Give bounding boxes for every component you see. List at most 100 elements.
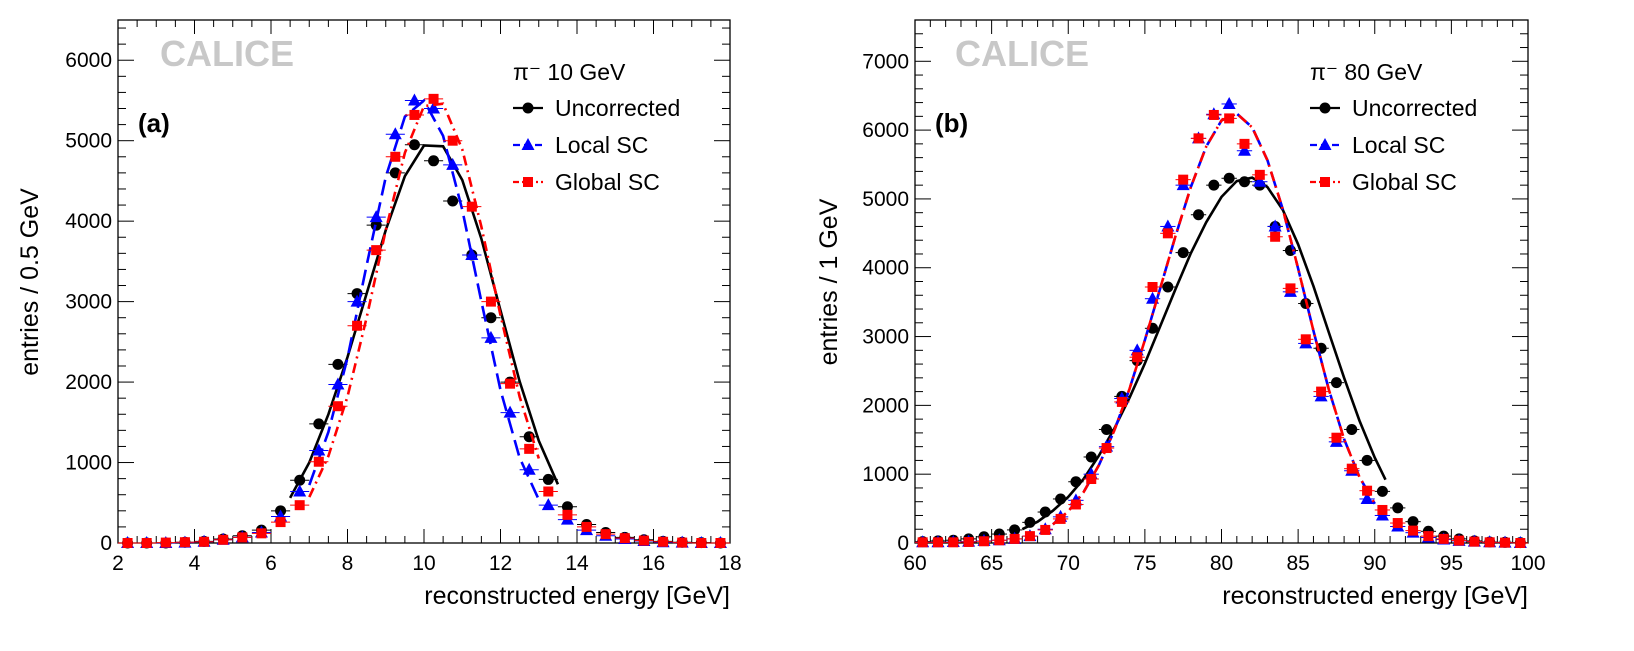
x-tick-label: 4: [189, 552, 201, 575]
data-point: [696, 538, 707, 548]
data-point: [1085, 451, 1097, 463]
data-point: [600, 529, 611, 540]
y-tick-label: 4000: [862, 257, 909, 280]
legend-marker: [522, 102, 534, 114]
legend-label: Global SC: [1352, 169, 1457, 195]
data-point: [466, 201, 477, 212]
data-point: [1223, 172, 1235, 184]
data-point: [1423, 531, 1434, 542]
x-tick-label: 75: [1133, 552, 1156, 575]
data-point: [294, 474, 306, 486]
x-tick-label: 8: [342, 552, 354, 575]
y-axis-label: entries / 1 GeV: [815, 198, 843, 365]
data-point: [1331, 432, 1342, 443]
data-point: [485, 296, 496, 307]
x-tick-label: 2: [112, 552, 124, 575]
data-point: [542, 473, 554, 485]
data-point: [1346, 463, 1357, 474]
x-tick-label: 90: [1363, 552, 1386, 575]
data-point: [562, 509, 573, 520]
legend-header: π⁻ 10 GeV: [513, 59, 626, 85]
data-point: [427, 101, 441, 114]
y-tick-label: 3000: [862, 326, 909, 349]
watermark: CALICE: [160, 33, 294, 74]
data-point: [1222, 96, 1236, 109]
y-tick-label: 6000: [65, 49, 112, 72]
data-point: [447, 195, 459, 207]
data-point: [932, 537, 943, 548]
data-point: [446, 157, 460, 170]
data-point: [1469, 536, 1480, 547]
y-axis-label: entries / 0.5 GeV: [16, 188, 44, 376]
data-point: [408, 139, 420, 151]
data-point: [1024, 531, 1035, 542]
data-point: [1316, 386, 1327, 397]
data-point: [1009, 533, 1020, 544]
series-global-sc: [915, 109, 1528, 548]
y-tick-label: 2000: [862, 394, 909, 417]
y-tick-label: 1000: [65, 452, 112, 475]
data-point: [715, 538, 726, 548]
data-point: [1101, 443, 1112, 454]
data-point: [122, 538, 133, 548]
data-point: [917, 537, 928, 548]
data-point: [524, 443, 535, 454]
data-point: [543, 486, 554, 497]
data-point: [1070, 499, 1081, 510]
data-point: [1101, 423, 1113, 435]
chart-panel-a: 2 4 6 8 10 12 14 16 18 0 1000 2000 3000 4000 5000 6000 r…: [16, 19, 742, 610]
data-point: [1438, 533, 1449, 544]
data-point: [994, 535, 1005, 546]
x-tick-label: 100: [1510, 552, 1545, 575]
series-uncorrected: [118, 139, 730, 549]
data-point: [1040, 524, 1051, 535]
x-tick-label: 95: [1440, 552, 1463, 575]
data-point: [409, 109, 420, 120]
fit-curve: [1052, 112, 1376, 526]
legend-marker: [521, 138, 535, 150]
data-point: [1055, 513, 1066, 524]
data-point: [1070, 476, 1082, 488]
legend-label: Local SC: [555, 132, 648, 158]
x-tick-label: 60: [903, 552, 926, 575]
data-point: [294, 500, 305, 511]
legend-label: Uncorrected: [555, 95, 680, 121]
data-point: [1346, 423, 1358, 435]
data-point: [447, 135, 458, 146]
y-tick-label: 0: [897, 532, 909, 555]
data-point: [963, 536, 974, 547]
data-point: [1500, 537, 1511, 548]
y-tick-label: 7000: [862, 50, 909, 73]
data-point: [1360, 491, 1374, 504]
data-point: [1009, 524, 1021, 536]
data-point: [371, 245, 382, 256]
chart-panel-b: 60 65 70 75 80 85 90 95 100010002000300040005000…: [815, 19, 1546, 610]
data-point: [1147, 282, 1158, 293]
data-point: [256, 528, 267, 539]
data-point: [1268, 219, 1282, 232]
x-tick-label: 70: [1057, 552, 1080, 575]
data-point: [1300, 334, 1311, 345]
y-tick-label: 1000: [862, 463, 909, 486]
data-point: [1237, 143, 1251, 156]
y-tick-label: 5000: [862, 188, 909, 211]
x-tick-label: 65: [980, 552, 1003, 575]
data-point: [293, 484, 307, 497]
data-point: [1055, 493, 1067, 505]
data-point: [1484, 537, 1495, 548]
x-tick-label: 16: [642, 552, 665, 575]
data-point: [352, 320, 363, 331]
data-point: [1407, 516, 1419, 528]
series-local-sc: [915, 96, 1528, 548]
data-point: [388, 127, 402, 140]
x-tick-label: 6: [265, 552, 277, 575]
data-point: [1208, 109, 1219, 120]
panel-label: (b): [935, 108, 968, 138]
data-point: [1177, 247, 1189, 259]
data-point: [677, 537, 688, 548]
legend: π⁻ 10 GeV Uncorrected Local SC Global SC: [513, 59, 680, 195]
data-point: [1039, 506, 1051, 518]
data-point: [1224, 113, 1235, 124]
data-point: [1024, 516, 1036, 528]
data-point: [1253, 174, 1267, 187]
